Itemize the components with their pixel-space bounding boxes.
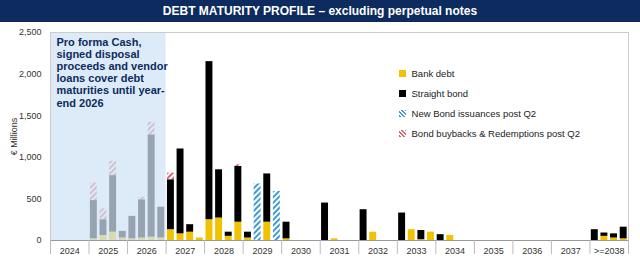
html-text:Straight bond: Straight bond	[411, 88, 468, 99]
html-text:DEBT MATURITY PROFILE – exclud: DEBT MATURITY PROFILE – excluding perpet…	[162, 4, 478, 18]
html-text:Bank debt: Bank debt	[411, 68, 455, 79]
svg-text:Pro forma Cash,signed disposal: Pro forma Cash,signed disposalproceeds a…	[57, 36, 169, 109]
svg-text:€ Millions: € Millions	[9, 117, 19, 155]
svg-text:2036: 2036	[522, 246, 542, 256]
svg-text:0: 0	[36, 235, 41, 245]
svg-text:2024: 2024	[60, 246, 80, 256]
svg-text:2032: 2032	[368, 246, 388, 256]
svg-text:1,000: 1,000	[19, 152, 42, 162]
svg-text:2035: 2035	[484, 246, 504, 256]
svg-text:2031: 2031	[329, 246, 349, 256]
svg-text:2,500: 2,500	[19, 27, 42, 37]
svg-text:2033: 2033	[407, 246, 427, 256]
html-text:Bond buybacks & Redemptions po: Bond buybacks & Redemptions post Q2	[411, 128, 580, 139]
html-text:New Bond issuances post Q2: New Bond issuances post Q2	[411, 108, 537, 119]
svg-text:2028: 2028	[214, 246, 234, 256]
svg-text:2027: 2027	[175, 246, 195, 256]
svg-text:2,000: 2,000	[19, 69, 42, 79]
svg-text:500: 500	[26, 194, 41, 204]
svg-text:2030: 2030	[291, 246, 311, 256]
svg-text:2034: 2034	[445, 246, 465, 256]
svg-text:2037: 2037	[561, 246, 581, 256]
svg-text:1,500: 1,500	[19, 111, 42, 121]
svg-text:2025: 2025	[98, 246, 118, 256]
svg-text:>=2038: >=2038	[594, 246, 625, 256]
svg-text:2026: 2026	[137, 246, 157, 256]
svg-text:2029: 2029	[252, 246, 272, 256]
